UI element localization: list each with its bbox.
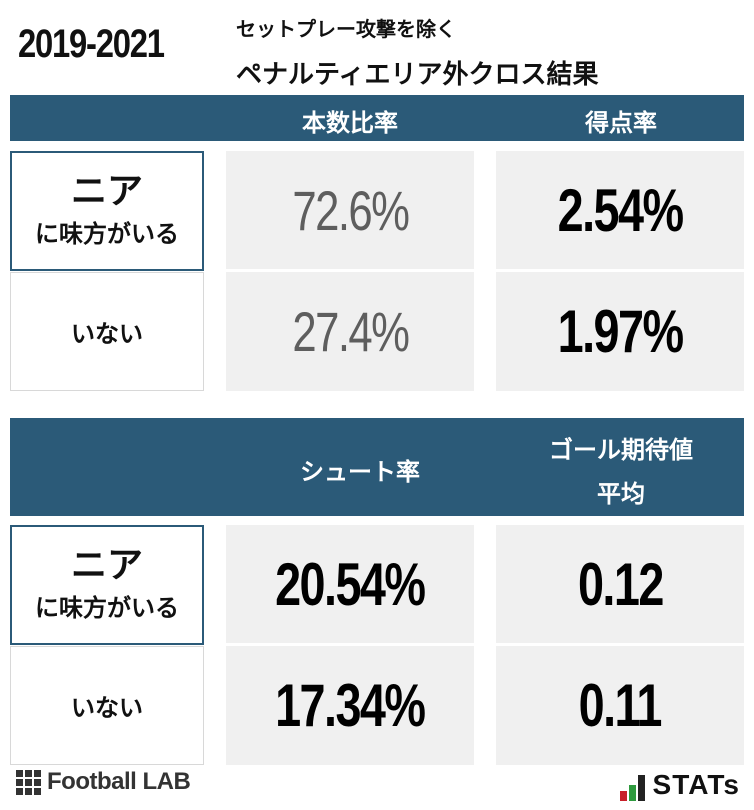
value-text: 0.12 — [577, 550, 664, 618]
value-text: 2.54% — [557, 176, 684, 244]
table2-row1-xg: 0.12 — [496, 525, 744, 643]
table2-col2-header-line1: ゴール期待値 — [549, 436, 693, 464]
table1-header: 本数比率 得点率 — [10, 95, 744, 141]
football-lab-text: Football LAB — [47, 768, 191, 795]
value-text: 1.97% — [557, 298, 684, 365]
table2-header: シュート率 ゴール期待値 平均 — [10, 418, 744, 516]
season-title: 2019-2021 — [18, 22, 165, 66]
row-label-main: ニア — [70, 170, 143, 212]
row-label-sub: に味方がいる — [35, 220, 179, 249]
table2-row2-label: いない — [10, 646, 204, 765]
table2-col2-header-line2: 平均 — [597, 480, 645, 508]
stats-text: STATs — [652, 769, 740, 800]
table2-row2-xg: 0.11 — [496, 646, 744, 765]
value-text: 72.6% — [291, 178, 410, 242]
stats-bars-icon — [619, 773, 647, 801]
table2-col1-header: シュート率 — [300, 458, 420, 486]
table2-row1-label: ニア に味方がいる — [10, 525, 204, 645]
table1-row2-ratio: 27.4% — [226, 272, 474, 391]
football-lab-logo: Football LAB — [16, 768, 191, 796]
subtitle-line2: ペナルティエリア外クロス結果 — [236, 60, 599, 90]
table1-row1-goal-rate: 2.54% — [496, 151, 744, 269]
row-label-main: ニア — [70, 544, 143, 586]
row-label-main: いない — [71, 694, 143, 722]
grid-icon — [16, 769, 41, 795]
stats-logo: STATs — [619, 769, 740, 801]
value-text: 27.4% — [291, 300, 410, 363]
value-text: 20.54% — [275, 550, 426, 618]
table1-row2-goal-rate: 1.97% — [496, 272, 744, 391]
table1-col1-header: 本数比率 — [302, 109, 398, 137]
value-text: 17.34% — [275, 672, 426, 739]
row-label-sub: に味方がいる — [35, 594, 179, 623]
table1-row1-ratio: 72.6% — [226, 151, 474, 269]
table1-row2-label: いない — [10, 272, 204, 391]
table2-row1-shot-rate: 20.54% — [226, 525, 474, 643]
table1-row1-label: ニア に味方がいる — [10, 151, 204, 271]
row-label-main: いない — [71, 320, 143, 348]
table2-row2-shot-rate: 17.34% — [226, 646, 474, 765]
table1-col2-header: 得点率 — [585, 109, 657, 137]
subtitle-line1: セットプレー攻撃を除く — [236, 17, 456, 41]
value-text: 0.11 — [578, 672, 663, 739]
